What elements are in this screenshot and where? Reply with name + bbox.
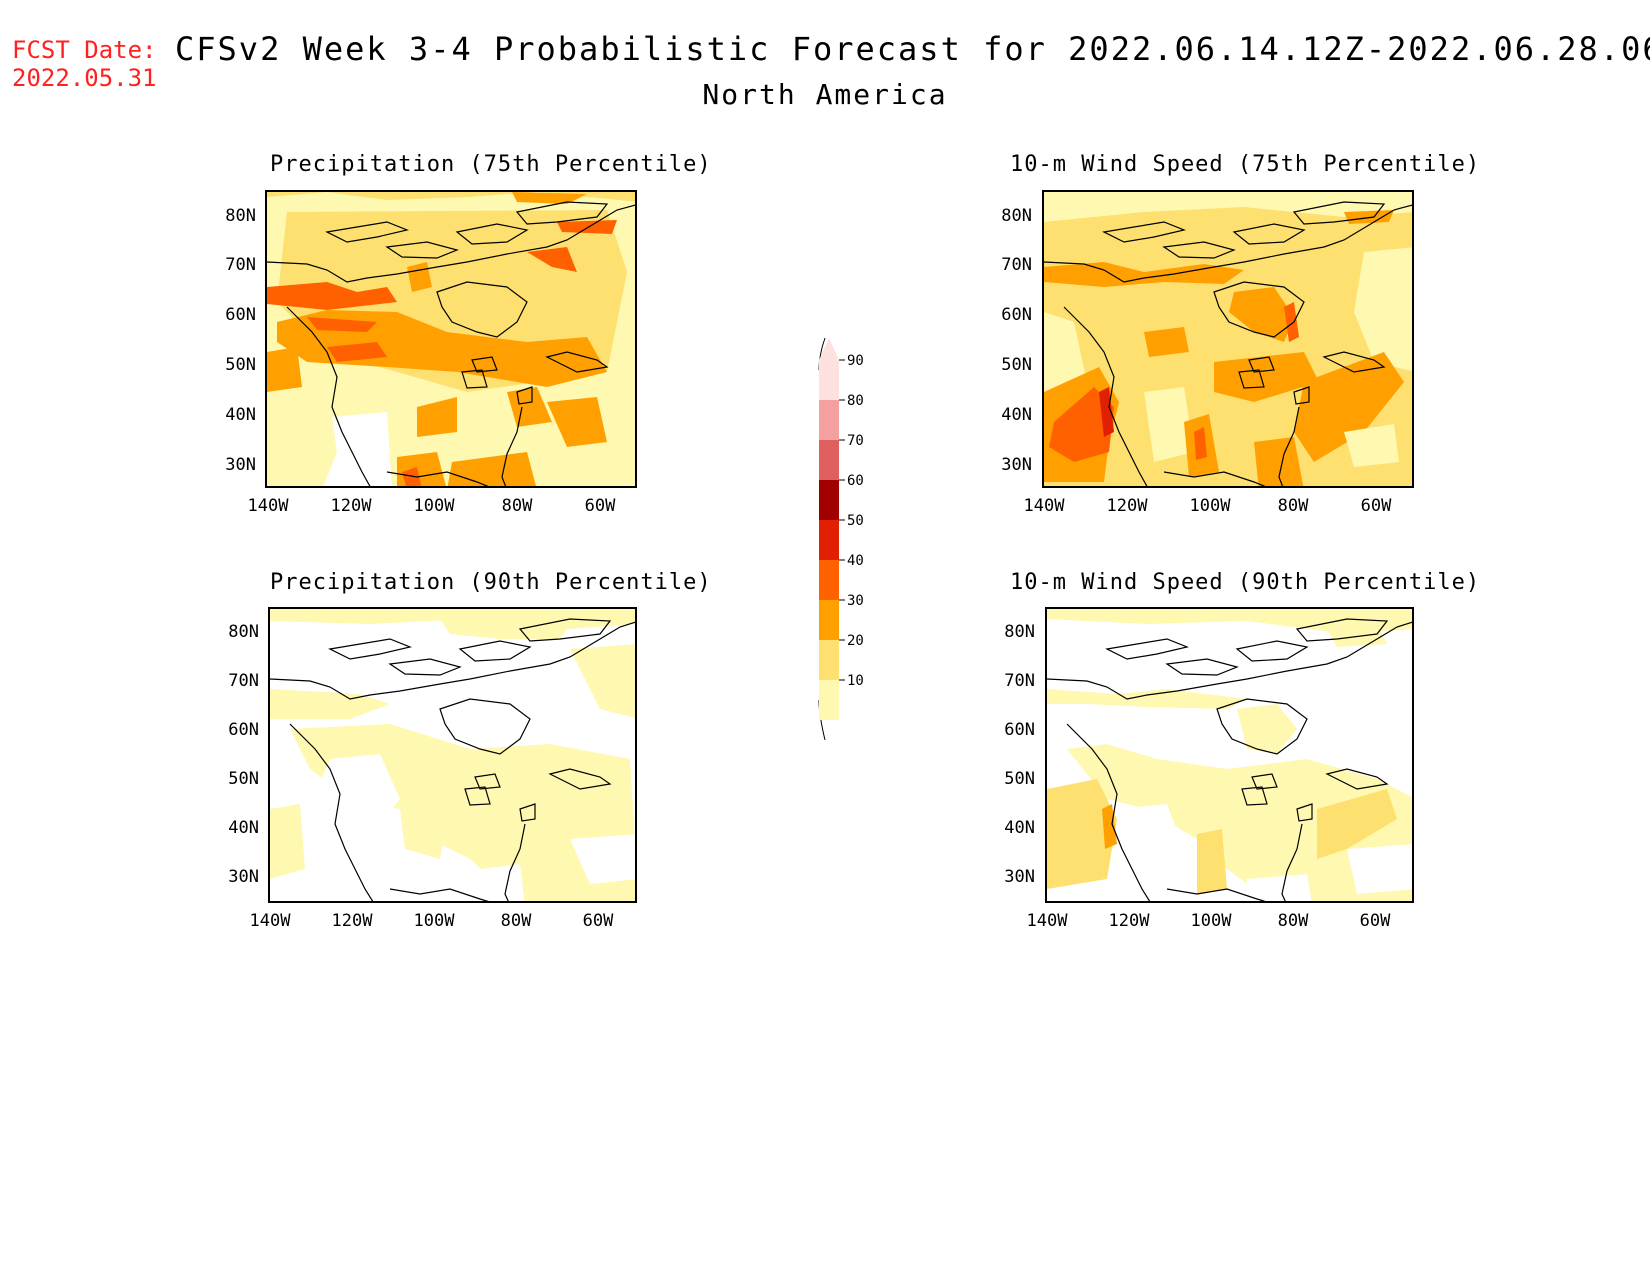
legend-label: 30	[847, 593, 864, 609]
lat-label: 30N	[1001, 455, 1032, 475]
lat-label: 40N	[228, 818, 259, 838]
lat-label: 40N	[1001, 405, 1032, 425]
lon-label: 100W	[413, 911, 455, 931]
lat-label: 60N	[1001, 305, 1032, 325]
legend-label: 80	[847, 393, 864, 409]
map-frame	[268, 607, 637, 903]
lat-label: 50N	[228, 769, 259, 789]
lat-label: 40N	[225, 405, 256, 425]
lon-label: 140W	[247, 496, 289, 516]
legend-swatch	[819, 360, 839, 400]
map-frame	[265, 190, 637, 488]
lat-label: 70N	[228, 671, 259, 691]
legend-swatch	[819, 600, 839, 640]
map-frame	[1042, 190, 1414, 488]
lat-label: 80N	[225, 206, 256, 226]
legend-label: 50	[847, 513, 864, 529]
lon-label: 60W	[1359, 911, 1391, 931]
lat-label: 70N	[1001, 255, 1032, 275]
lat-label: 60N	[1004, 720, 1035, 740]
lon-label: 80W	[1277, 911, 1309, 931]
lat-label: 80N	[1001, 206, 1032, 226]
panel-title: 10-m Wind Speed (90th Percentile)	[1010, 570, 1481, 595]
legend-swatch	[819, 440, 839, 480]
legend-label: 70	[847, 433, 864, 449]
fcst-date: 2022.05.31	[12, 64, 157, 92]
chart-title: CFSv2 Week 3-4 Probabilistic Forecast fo…	[175, 30, 1650, 68]
legend-swatch	[819, 400, 839, 440]
map-precip-90	[270, 609, 635, 901]
lat-label: 40N	[1004, 818, 1035, 838]
lat-label: 30N	[1004, 867, 1035, 887]
map-wind-75	[1044, 192, 1412, 486]
lat-label: 80N	[1004, 622, 1035, 642]
legend-swatch	[819, 640, 839, 680]
panel-title: Precipitation (75th Percentile)	[270, 152, 712, 177]
lon-label: 80W	[500, 911, 532, 931]
lat-label: 30N	[228, 867, 259, 887]
map-precip-75	[267, 192, 635, 486]
panel-title: 10-m Wind Speed (75th Percentile)	[1010, 152, 1481, 177]
lat-label: 70N	[225, 255, 256, 275]
lat-label: 70N	[1004, 671, 1035, 691]
lon-label: 120W	[330, 496, 372, 516]
lat-label: 80N	[228, 622, 259, 642]
legend-tip-top	[819, 338, 839, 360]
legend-label: 20	[847, 633, 864, 649]
lat-label: 30N	[225, 455, 256, 475]
lon-label: 140W	[1026, 911, 1068, 931]
lon-label: 80W	[501, 496, 533, 516]
legend-label: 60	[847, 473, 864, 489]
legend-label: 10	[847, 673, 864, 689]
chart-subtitle: North America	[702, 78, 948, 111]
lat-label: 50N	[1001, 355, 1032, 375]
map-wind-90	[1047, 609, 1412, 901]
lon-label: 80W	[1277, 496, 1309, 516]
lon-label: 100W	[1190, 911, 1232, 931]
lat-label: 50N	[1004, 769, 1035, 789]
panel-title: Precipitation (90th Percentile)	[270, 570, 712, 595]
lat-label: 50N	[225, 355, 256, 375]
lon-label: 60W	[584, 496, 616, 516]
lon-label: 60W	[582, 911, 614, 931]
lon-label: 100W	[1189, 496, 1231, 516]
lat-label: 60N	[225, 305, 256, 325]
legend-label: 90	[847, 353, 864, 369]
legend-bar: 90 80 70 60 50 40 30 20 10	[818, 337, 864, 741]
lon-label: 140W	[1023, 496, 1065, 516]
map-frame	[1045, 607, 1414, 903]
lon-label: 120W	[1106, 496, 1148, 516]
legend-label: 40	[847, 553, 864, 569]
legend-swatch	[819, 520, 839, 560]
legend-swatch	[819, 560, 839, 600]
lon-label: 60W	[1360, 496, 1392, 516]
lon-label: 120W	[331, 911, 373, 931]
lon-label: 100W	[413, 496, 455, 516]
legend-swatch	[819, 480, 839, 520]
legend-swatch	[819, 680, 839, 720]
lon-label: 140W	[249, 911, 291, 931]
fcst-date-block: FCST Date: 2022.05.31	[12, 36, 157, 92]
lat-label: 60N	[228, 720, 259, 740]
lon-label: 120W	[1108, 911, 1150, 931]
fcst-label: FCST Date:	[12, 36, 157, 64]
color-legend: 90 80 70 60 50 40 30 20 10	[805, 330, 885, 741]
